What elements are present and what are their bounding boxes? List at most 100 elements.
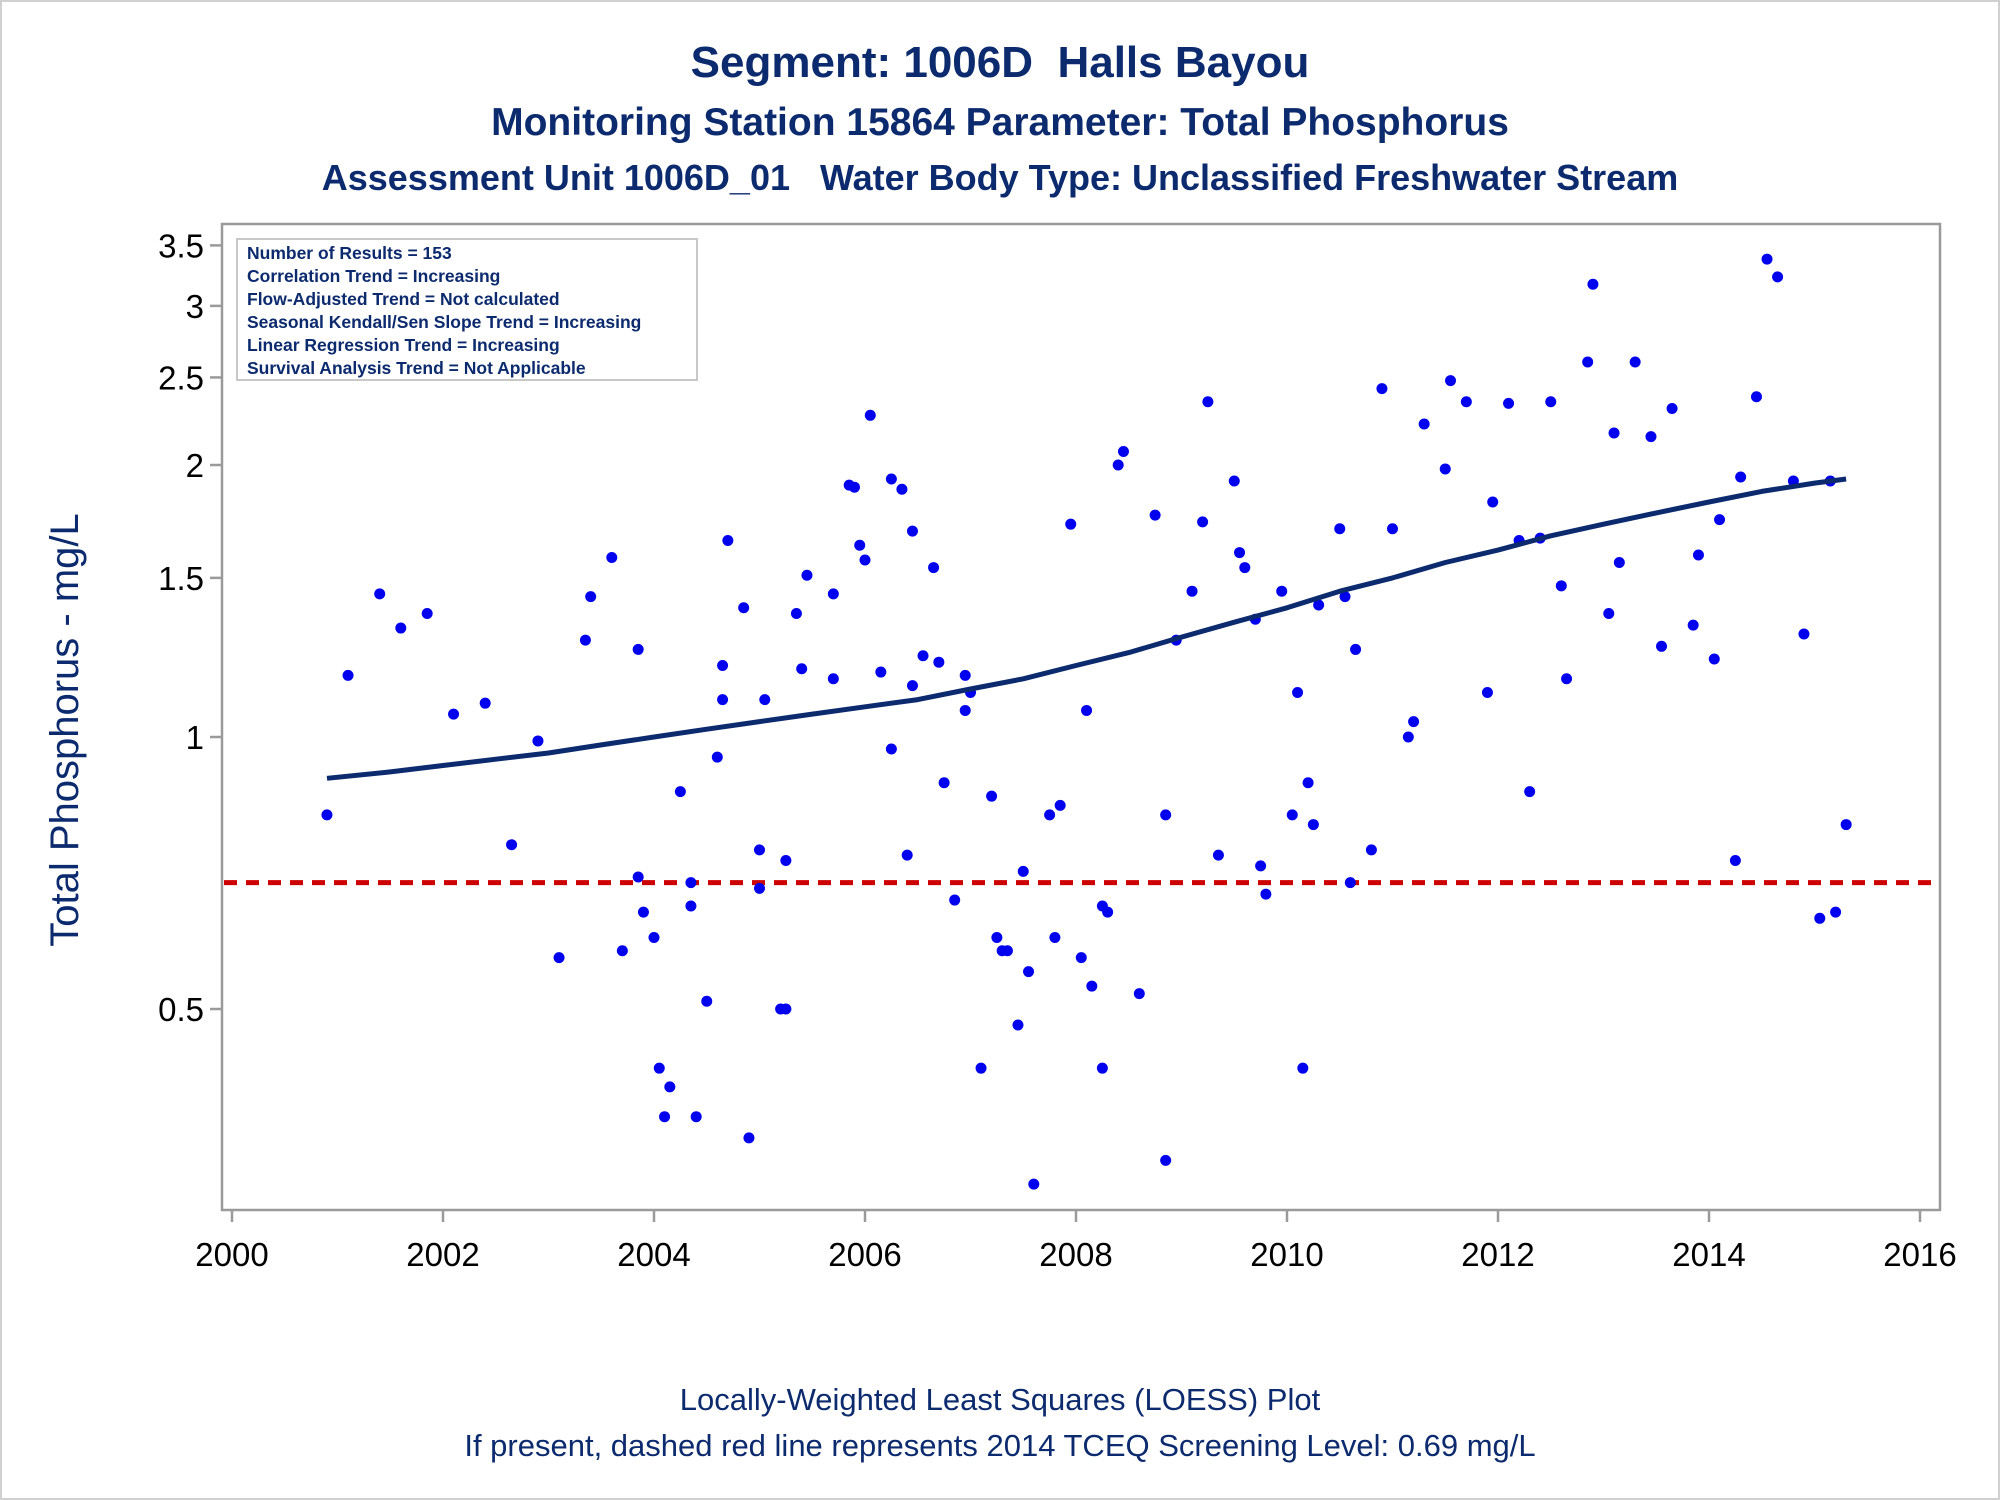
info-box: Number of Results = 153 Correlation Tren… bbox=[236, 238, 698, 381]
data-point bbox=[1714, 514, 1726, 526]
data-point bbox=[991, 931, 1003, 943]
data-point bbox=[896, 483, 908, 495]
data-point bbox=[1260, 888, 1272, 900]
data-point bbox=[685, 877, 697, 889]
data-point bbox=[1561, 673, 1573, 685]
data-point bbox=[1687, 619, 1699, 631]
data-point bbox=[854, 539, 866, 551]
data-point bbox=[949, 894, 961, 906]
data-point bbox=[1387, 523, 1398, 535]
data-point bbox=[1313, 599, 1325, 611]
data-point bbox=[743, 1132, 755, 1144]
data-point bbox=[1460, 396, 1472, 408]
data-point bbox=[1814, 912, 1826, 924]
data-point bbox=[780, 1003, 792, 1015]
data-point bbox=[738, 602, 750, 614]
data-point bbox=[1524, 786, 1536, 798]
data-point bbox=[717, 659, 729, 671]
plot-area-border bbox=[220, 222, 1942, 1212]
data-point bbox=[479, 697, 491, 709]
data-point bbox=[690, 1111, 702, 1123]
data-points bbox=[321, 253, 1852, 1190]
data-point bbox=[1001, 945, 1013, 957]
loess-curve bbox=[326, 476, 1847, 781]
data-point bbox=[701, 995, 713, 1007]
data-point bbox=[1160, 809, 1172, 821]
data-point bbox=[827, 673, 839, 685]
data-point bbox=[653, 1062, 665, 1074]
x-tick-label: 2004 bbox=[617, 1236, 690, 1273]
data-point bbox=[1028, 1178, 1040, 1190]
x-tick-label: 2000 bbox=[195, 1236, 268, 1273]
y-tick-label: 3 bbox=[186, 288, 204, 325]
data-point bbox=[1228, 475, 1240, 487]
data-point bbox=[637, 906, 649, 918]
data-point bbox=[848, 481, 860, 493]
data-point bbox=[1239, 562, 1251, 574]
data-point bbox=[321, 809, 333, 821]
data-point bbox=[1613, 556, 1625, 568]
data-point bbox=[659, 1111, 671, 1123]
y-tick-label: 2 bbox=[186, 447, 204, 484]
x-tick-label: 2014 bbox=[1672, 1236, 1745, 1273]
data-point bbox=[1603, 607, 1615, 619]
chart-subtitle-2: Assessment Unit 1006D_01 Water Body Type… bbox=[321, 157, 1679, 198]
data-point bbox=[717, 694, 729, 706]
data-point bbox=[1735, 471, 1747, 483]
data-point bbox=[664, 1081, 676, 1093]
x-tick-label: 2006 bbox=[828, 1236, 901, 1273]
data-point bbox=[1017, 865, 1029, 877]
data-point bbox=[1408, 716, 1420, 728]
data-point bbox=[1708, 653, 1720, 665]
data-point bbox=[906, 525, 918, 537]
data-point bbox=[1186, 585, 1198, 597]
y-tick-label: 2.5 bbox=[158, 359, 204, 396]
data-point bbox=[1487, 496, 1499, 508]
data-point bbox=[674, 786, 686, 798]
data-point bbox=[421, 607, 433, 619]
x-tick-label: 2016 bbox=[1883, 1236, 1956, 1273]
data-point bbox=[616, 945, 628, 957]
data-point bbox=[759, 694, 771, 706]
data-point bbox=[1798, 628, 1810, 640]
data-point bbox=[1212, 849, 1224, 861]
chart-title: Segment: 1006D Halls Bayou bbox=[690, 38, 1310, 87]
data-point bbox=[1830, 906, 1842, 918]
info-line-linear-regression: Linear Regression Trend = Increasing bbox=[247, 335, 560, 355]
y-tick-label: 0.5 bbox=[158, 991, 204, 1028]
data-point bbox=[585, 591, 597, 603]
data-point bbox=[1202, 396, 1214, 408]
data-point bbox=[1049, 931, 1061, 943]
data-point bbox=[1197, 516, 1209, 528]
data-point bbox=[1376, 383, 1388, 395]
data-point bbox=[1608, 427, 1620, 439]
data-point bbox=[1587, 278, 1599, 290]
y-tick-label: 1.5 bbox=[158, 560, 204, 597]
data-point bbox=[959, 669, 971, 681]
data-point bbox=[1692, 549, 1704, 561]
y-axis-label-group: Total Phosphorus - mg/L bbox=[43, 513, 87, 947]
footer-note-2: If present, dashed red line represents 2… bbox=[464, 1428, 1536, 1463]
data-point bbox=[1075, 952, 1087, 964]
x-tick-label: 2008 bbox=[1039, 1236, 1112, 1273]
info-line-seasonal-kendall: Seasonal Kendall/Sen Slope Trend = Incre… bbox=[247, 312, 641, 332]
data-point bbox=[875, 666, 887, 678]
data-point bbox=[1629, 356, 1641, 368]
data-point bbox=[1761, 253, 1773, 265]
data-point bbox=[1666, 402, 1678, 414]
data-point bbox=[1065, 518, 1077, 530]
chart-subtitle: Monitoring Station 15864 Parameter: Tota… bbox=[491, 101, 1509, 144]
data-point bbox=[1044, 809, 1056, 821]
data-point bbox=[1086, 980, 1098, 992]
y-axis-label: Total Phosphorus - mg/L bbox=[43, 513, 87, 947]
data-point bbox=[1350, 643, 1362, 655]
data-point bbox=[1023, 966, 1035, 978]
data-point bbox=[1656, 640, 1668, 652]
data-point bbox=[1645, 431, 1657, 443]
data-point bbox=[864, 409, 876, 421]
data-point bbox=[1297, 1062, 1309, 1074]
data-point bbox=[1365, 844, 1377, 856]
y-tick-label: 1 bbox=[186, 719, 204, 756]
axes: 2000 2002 2004 2006 2008 2010 2012 2014 2016 0.5 1… bbox=[158, 222, 1957, 1273]
data-point bbox=[685, 900, 697, 912]
